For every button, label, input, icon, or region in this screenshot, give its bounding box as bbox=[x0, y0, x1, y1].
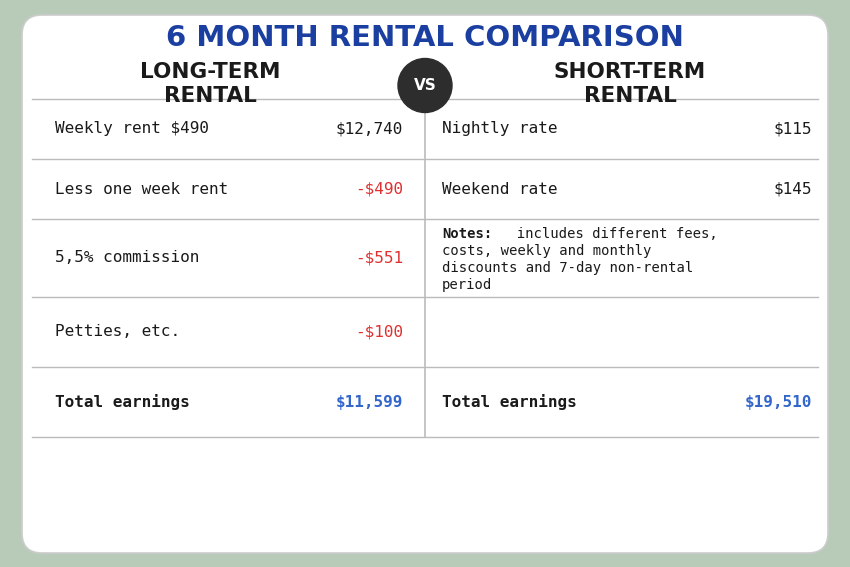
Text: Less one week rent: Less one week rent bbox=[55, 181, 229, 197]
Text: 5,5% commission: 5,5% commission bbox=[55, 251, 200, 265]
Text: Notes:: Notes: bbox=[442, 227, 492, 241]
Circle shape bbox=[398, 58, 452, 112]
Text: Total earnings: Total earnings bbox=[442, 394, 577, 410]
Text: Total earnings: Total earnings bbox=[55, 394, 190, 410]
Text: Nightly rate: Nightly rate bbox=[442, 121, 558, 137]
Text: Weekly rent $490: Weekly rent $490 bbox=[55, 121, 209, 137]
Text: SHORT-TERM
RENTAL: SHORT-TERM RENTAL bbox=[554, 62, 706, 106]
Text: discounts and 7-day non-rental: discounts and 7-day non-rental bbox=[442, 261, 694, 275]
Text: Petties, etc.: Petties, etc. bbox=[55, 324, 180, 340]
Text: costs, weekly and monthly: costs, weekly and monthly bbox=[442, 244, 651, 258]
Text: -$100: -$100 bbox=[354, 324, 403, 340]
Text: $115: $115 bbox=[774, 121, 812, 137]
Text: $145: $145 bbox=[774, 181, 812, 197]
Text: -$490: -$490 bbox=[354, 181, 403, 197]
FancyBboxPatch shape bbox=[22, 15, 828, 553]
Text: $19,510: $19,510 bbox=[745, 395, 812, 409]
Text: period: period bbox=[442, 278, 492, 292]
Text: 6 MONTH RENTAL COMPARISON: 6 MONTH RENTAL COMPARISON bbox=[166, 24, 684, 52]
Text: LONG-TERM
RENTAL: LONG-TERM RENTAL bbox=[139, 62, 280, 106]
Text: -$551: -$551 bbox=[354, 251, 403, 265]
Text: $11,599: $11,599 bbox=[336, 395, 403, 409]
Text: includes different fees,: includes different fees, bbox=[500, 227, 717, 241]
Text: VS: VS bbox=[414, 78, 436, 93]
Text: Weekend rate: Weekend rate bbox=[442, 181, 558, 197]
Text: $12,740: $12,740 bbox=[336, 121, 403, 137]
